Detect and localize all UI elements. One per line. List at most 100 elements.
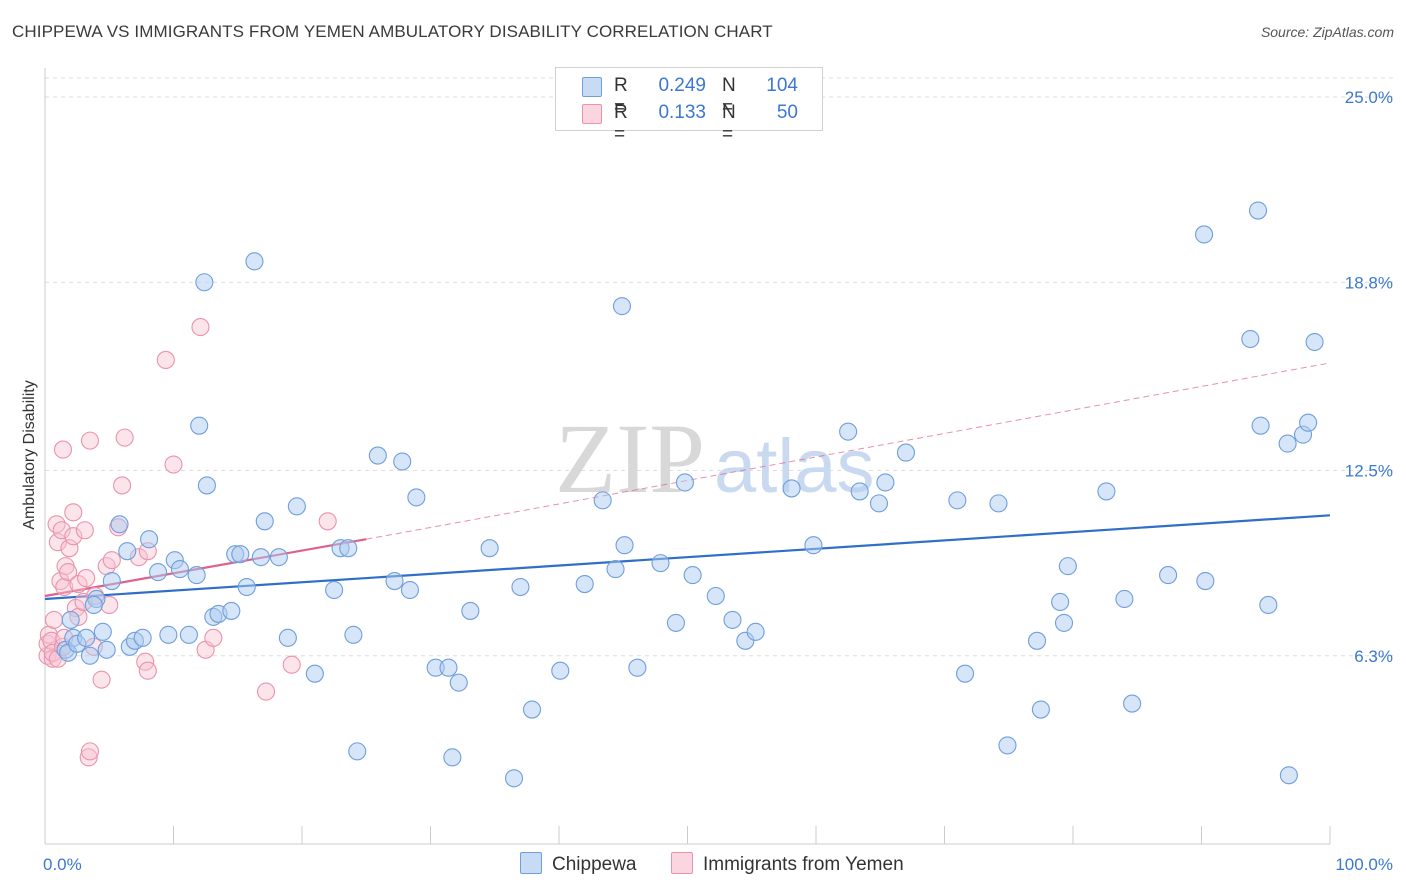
legend-n-value: 104: [766, 75, 798, 96]
data-point-yemen: [92, 670, 111, 689]
data-point-chippewa: [222, 601, 241, 620]
data-point-yemen: [44, 610, 64, 629]
data-point-yemen: [77, 569, 96, 588]
data-point-yemen: [75, 521, 94, 540]
data-point-chippewa: [344, 625, 363, 644]
data-point-yemen: [318, 512, 337, 531]
data-point-chippewa: [84, 595, 103, 615]
data-point-chippewa: [522, 700, 542, 719]
data-point-chippewa: [1031, 700, 1050, 719]
data-point-chippewa: [1248, 201, 1268, 220]
data-point-chippewa: [118, 542, 137, 561]
legend-r-label: R =: [614, 75, 628, 118]
data-point-chippewa: [1279, 766, 1298, 785]
data-point-yemen: [64, 527, 83, 546]
data-point-yemen: [138, 661, 157, 680]
data-point-yemen: [115, 428, 134, 447]
data-point-chippewa: [1027, 631, 1047, 650]
legend-r-value: 0.133: [658, 102, 706, 123]
data-point-chippewa: [511, 577, 530, 597]
bottom-legend-label: Immigrants from Yemen: [703, 854, 904, 875]
data-point-chippewa: [385, 572, 404, 591]
data-point-chippewa: [245, 252, 264, 271]
data-point-chippewa: [237, 577, 256, 597]
data-point-chippewa: [998, 736, 1017, 755]
bottom-legend-swatch-blue: [520, 852, 542, 874]
data-point-chippewa: [615, 536, 634, 555]
data-point-yemen: [80, 742, 100, 761]
legend-n-label: N =: [722, 102, 736, 145]
data-point-chippewa: [504, 769, 524, 788]
data-point-chippewa: [876, 473, 895, 492]
data-point-chippewa: [1051, 592, 1070, 612]
data-point-chippewa: [723, 610, 742, 629]
data-point-chippewa: [628, 658, 647, 677]
grid-lines: [45, 77, 1393, 657]
data-point-chippewa: [1123, 694, 1142, 713]
data-point-yemen: [48, 533, 67, 552]
data-point-chippewa: [195, 273, 214, 292]
data-point-chippewa: [1305, 332, 1324, 352]
x-tick-label: 100.0%: [1335, 855, 1393, 874]
data-point-chippewa: [1259, 595, 1278, 615]
data-point-chippewa: [305, 664, 324, 683]
trend-line-yemen-extension: [366, 362, 1331, 540]
data-point-chippewa: [1058, 557, 1077, 576]
chart-title: CHIPPEWA VS IMMIGRANTS FROM YEMEN AMBULA…: [12, 22, 773, 41]
data-point-chippewa: [407, 488, 426, 507]
data-point-chippewa: [102, 572, 121, 591]
data-point-chippewa: [443, 748, 462, 767]
data-point-chippewa: [989, 494, 1008, 513]
series-chippewa: [56, 201, 1324, 788]
data-point-chippewa: [575, 574, 594, 594]
legend-r-value: 0.249: [658, 75, 706, 96]
data-point-chippewa: [368, 446, 387, 465]
data-point-chippewa: [80, 646, 100, 665]
data-point-chippewa: [187, 566, 206, 585]
data-point-chippewa: [231, 545, 250, 564]
data-point-chippewa: [551, 661, 570, 680]
data-point-yemen: [80, 431, 100, 450]
data-point-chippewa: [439, 658, 458, 677]
data-point-chippewa: [393, 452, 412, 471]
legend-n-label: N =: [722, 75, 736, 118]
data-point-chippewa: [97, 640, 116, 659]
data-point-yemen: [156, 350, 175, 369]
legend-swatch-blue: [582, 77, 602, 97]
data-point-chippewa: [782, 479, 801, 498]
data-point-chippewa: [675, 473, 694, 492]
data-point-yemen: [113, 476, 132, 495]
x-tick-label: 0.0%: [43, 855, 82, 874]
data-point-yemen: [282, 655, 301, 674]
y-tick-label: 18.8%: [1345, 273, 1393, 292]
data-point-chippewa: [400, 580, 419, 600]
data-point-yemen: [43, 649, 62, 668]
y-axis-label: Ambulatory Disability: [21, 380, 38, 529]
data-point-yemen: [53, 440, 73, 459]
data-point-chippewa: [159, 625, 178, 644]
data-point-chippewa: [339, 539, 358, 558]
axes: [44, 68, 1331, 845]
data-point-chippewa: [251, 548, 270, 567]
data-point-yemen: [59, 563, 78, 582]
data-point-chippewa: [706, 586, 725, 606]
data-point-yemen: [60, 539, 79, 558]
data-point-chippewa: [255, 512, 274, 531]
data-point-chippewa: [1195, 225, 1214, 244]
data-point-chippewa: [449, 673, 468, 692]
data-point-chippewa: [1251, 416, 1270, 435]
bottom-legend-label: Chippewa: [552, 854, 637, 875]
data-point-chippewa: [1054, 613, 1074, 632]
data-point-chippewa: [593, 491, 612, 510]
data-point-chippewa: [1299, 413, 1318, 432]
data-point-chippewa: [278, 628, 297, 647]
y-tick-label: 12.5%: [1345, 462, 1393, 481]
data-point-chippewa: [348, 742, 367, 761]
data-point-chippewa: [190, 416, 209, 435]
data-point-yemen: [191, 318, 210, 337]
data-point-yemen: [64, 503, 83, 522]
legend-r-label: R =: [614, 102, 628, 145]
data-point-chippewa: [839, 422, 858, 441]
legend-n-value: 50: [776, 102, 798, 123]
